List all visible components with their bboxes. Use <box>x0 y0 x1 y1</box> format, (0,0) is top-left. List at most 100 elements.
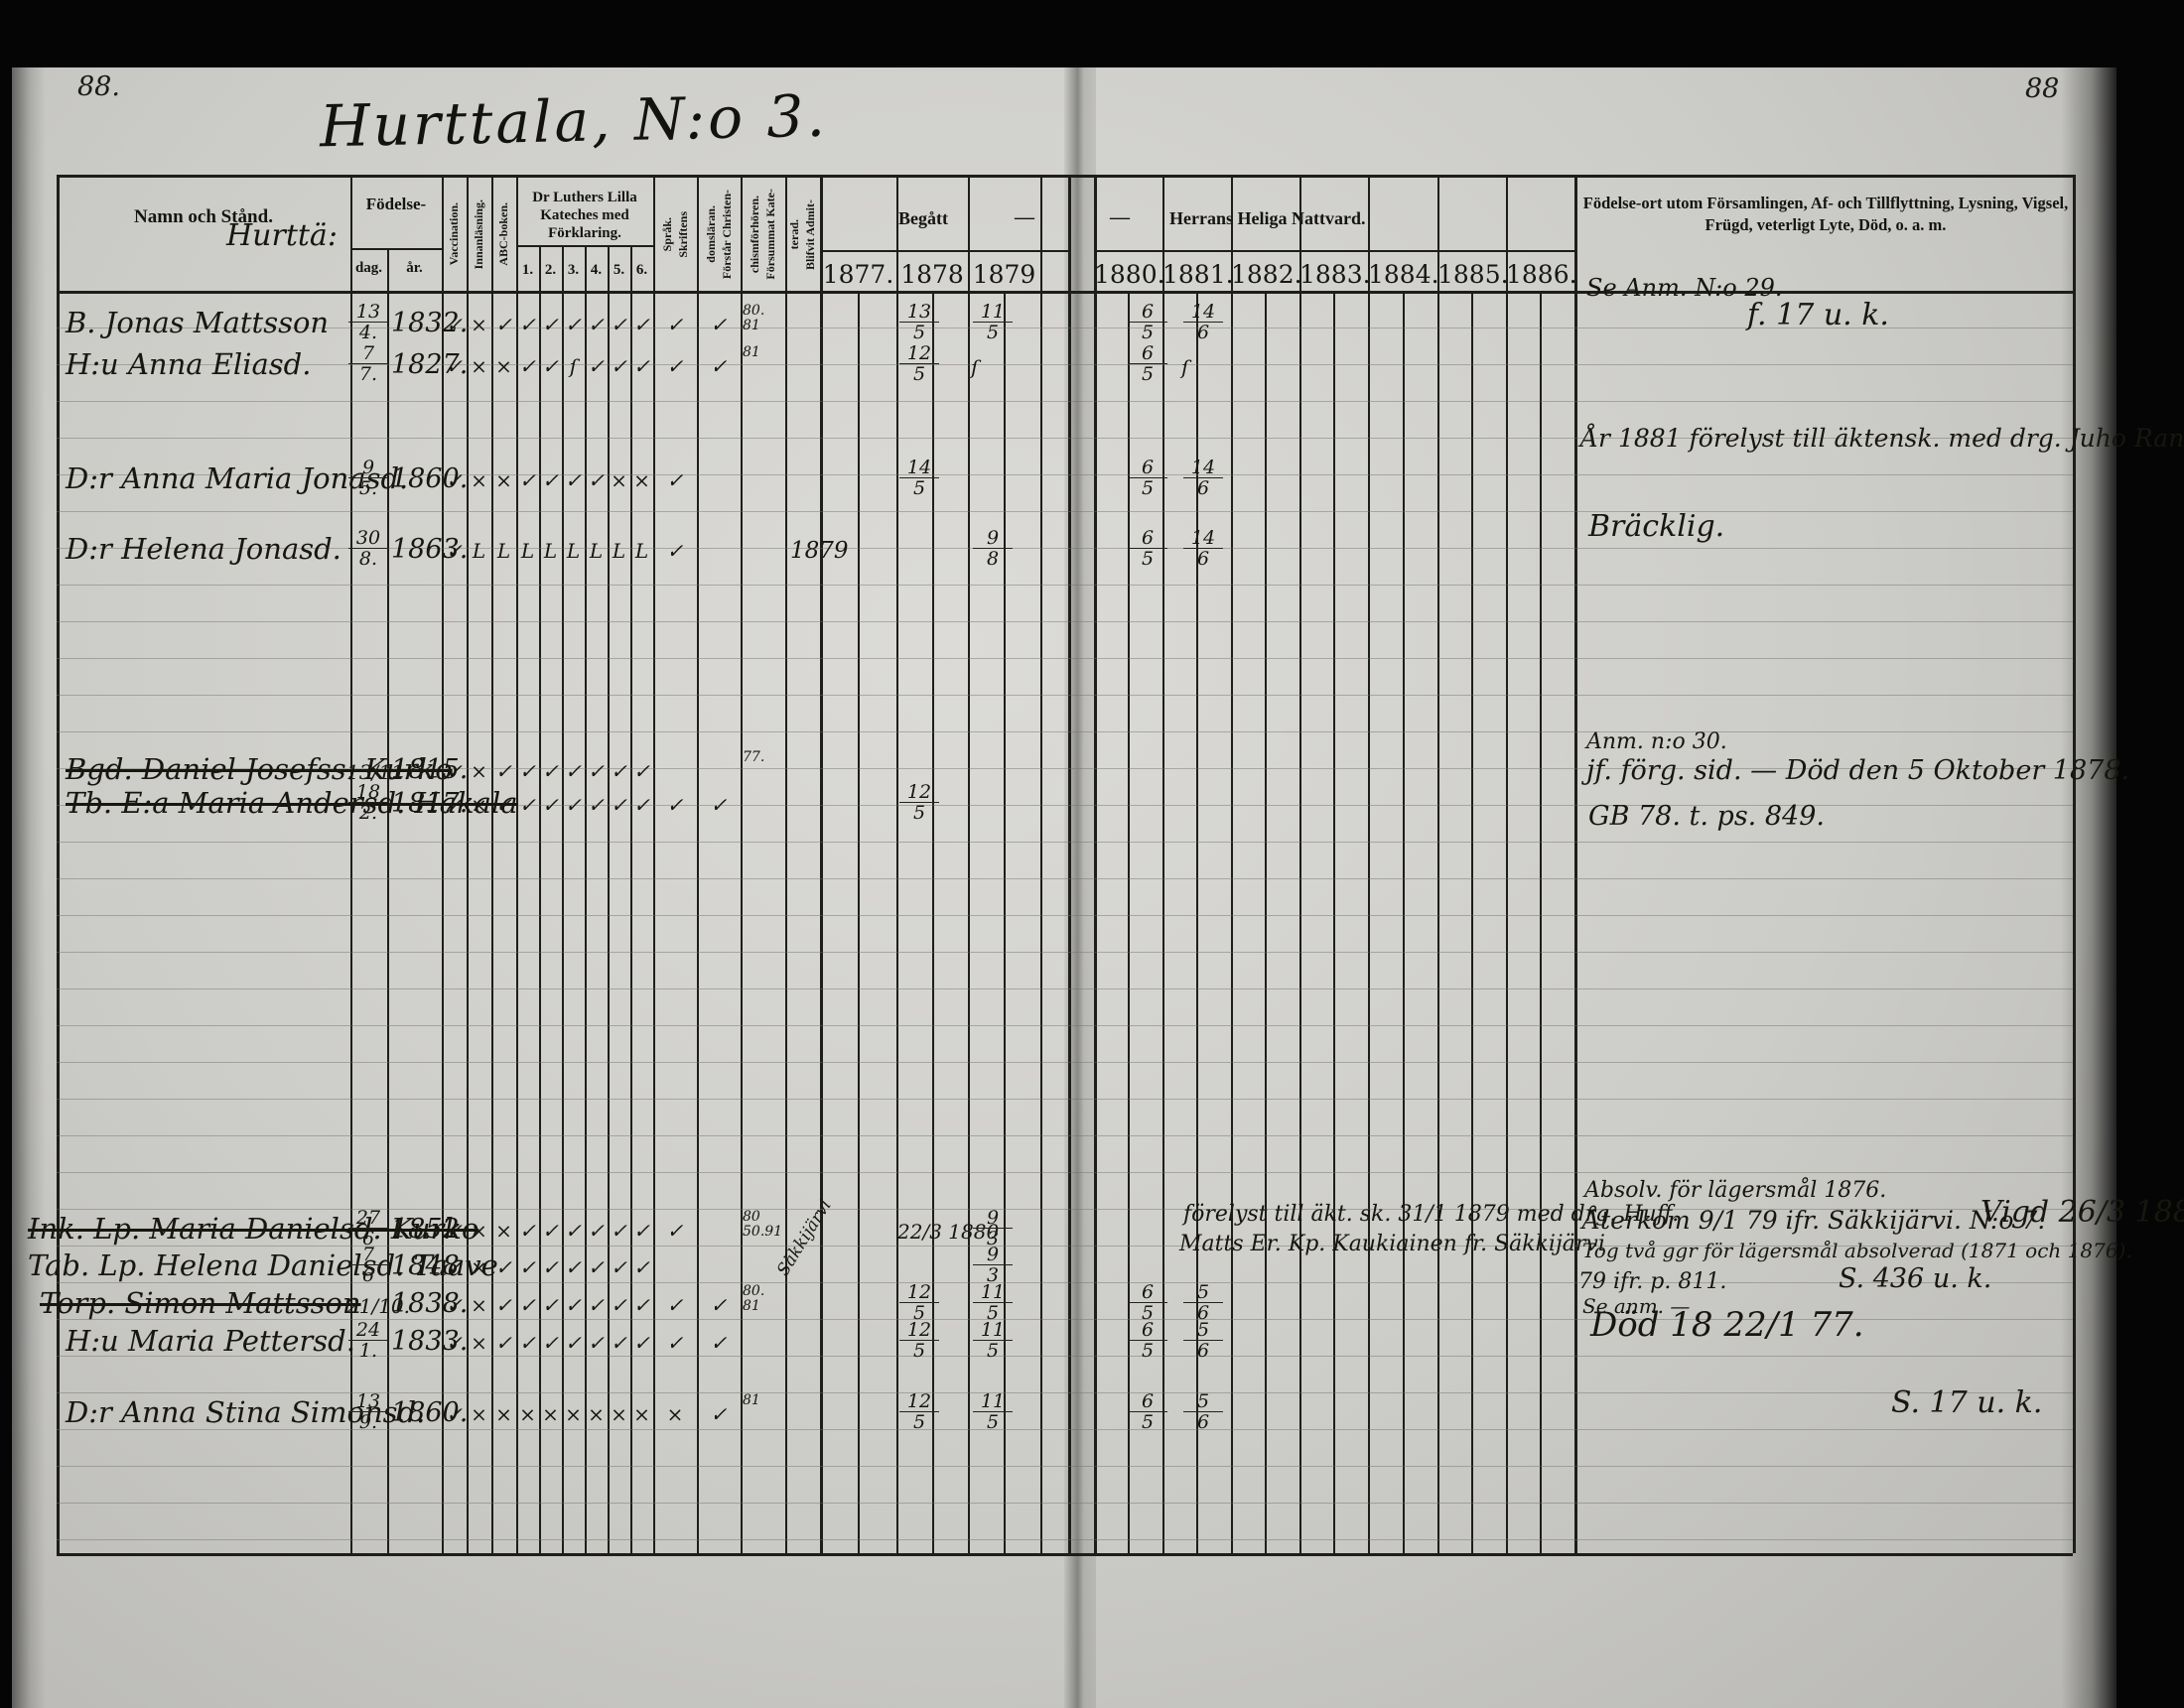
reading-mark: × <box>471 1331 487 1355</box>
reading-mark: ✓ <box>633 1293 650 1317</box>
col-header-innanlasning-label: Innanläsning. <box>472 198 485 270</box>
communion-entry-numerator: 14 <box>1183 458 1223 478</box>
birth-year: 1848 <box>391 1250 460 1281</box>
reading-mark: ✓ <box>519 759 536 783</box>
communion-entry: ſ <box>971 355 979 379</box>
table-hline <box>1094 250 1574 252</box>
katekes-col-3: 3. <box>567 262 580 278</box>
birth-year: 1815. <box>391 754 469 785</box>
communion-entry: 12 5 <box>899 782 939 824</box>
col-header-katekes: Dr Luthers Lilla Kateches med Förklaring… <box>516 189 653 242</box>
reading-mark: × <box>471 1219 487 1243</box>
reading-mark: ✓ <box>633 1219 650 1243</box>
communion-entry-numerator: 6 <box>1128 343 1167 364</box>
fodelseort-line1: Födelse-ort utom Församlingen, Af- och T… <box>1582 194 2069 212</box>
ruled-line <box>57 695 2073 696</box>
reading-mark: ✓ <box>519 468 536 492</box>
communion-entry-numerator: 6 <box>1128 458 1167 478</box>
communion-entry: 11 5 <box>973 1391 1013 1433</box>
communion-entry: 22/3 1880 <box>897 1220 1000 1244</box>
margin-note: f. 17 u. k. <box>1747 298 1889 332</box>
table-vline <box>2073 175 2076 1553</box>
forstar-line1: Förstår Christen- <box>719 189 734 280</box>
ruled-line <box>57 1503 2073 1504</box>
ruled-line <box>57 988 2073 989</box>
communion-entry-denominator: 5 <box>986 1411 1000 1433</box>
birth-day-numerator: 30 <box>348 528 388 549</box>
communion-entry-denominator: 5 <box>986 322 1000 343</box>
forstar-line2: domsläran. <box>703 205 718 263</box>
table-vline <box>1333 291 1335 1553</box>
birth-day-denominator: 6 <box>361 1228 375 1249</box>
ruled-line <box>57 1135 2073 1136</box>
communion-entry-numerator: 5 <box>1183 1320 1223 1341</box>
reading-mark: × <box>588 1402 605 1426</box>
year-1885: 1885. <box>1437 260 1509 289</box>
reading-mark: ✓ <box>666 1293 684 1317</box>
margin-note: Se Anm. N:o 29. <box>1586 274 1783 302</box>
communion-entry: 14 6 <box>1183 302 1223 343</box>
table-vline <box>442 175 444 1553</box>
ruled-line <box>57 1209 2073 1210</box>
reading-mark: L <box>634 539 649 563</box>
reading-mark: ✓ <box>710 354 728 378</box>
table-vline <box>741 175 743 1553</box>
communion-entry-denominator: 5 <box>1141 1302 1155 1324</box>
reading-mark: ✓ <box>519 1219 536 1243</box>
reading-mark: ✓ <box>588 1293 605 1317</box>
communion-entry: 12 5 <box>899 343 939 385</box>
reading-mark: ✓ <box>588 313 605 336</box>
birth-day-denominator: 1. <box>358 1340 378 1362</box>
reading-mark: ✓ <box>519 1331 536 1355</box>
col-header-dag: dag. <box>354 260 383 276</box>
reading-mark: × <box>471 1293 487 1317</box>
ruled-line <box>57 1392 2073 1393</box>
ruled-line <box>57 1319 2073 1320</box>
katekes-col-6: 6. <box>635 262 648 278</box>
table-hline <box>57 291 2073 294</box>
reading-mark: ✓ <box>633 313 650 336</box>
row-name: H:u Maria Pettersd. <box>66 1324 355 1358</box>
year-1883: 1883. <box>1299 260 1371 289</box>
table-vline <box>1403 291 1405 1553</box>
table-vline <box>57 175 60 1553</box>
communion-entry-numerator: 6 <box>1128 302 1167 323</box>
birth-day: 18 2. <box>348 782 388 824</box>
reading-mark: ✓ <box>588 468 605 492</box>
communion-entry-denominator: 5 <box>1141 548 1155 570</box>
communion-entry-numerator: 14 <box>899 458 939 478</box>
col-header-nattvard: Herrans Heliga Nattvard. <box>1169 208 1366 228</box>
blifvit-line1: Blifvit Admit- <box>803 198 817 270</box>
forsummat-entry: 80. 81 <box>743 1283 765 1314</box>
reading-mark: ✓ <box>710 1402 728 1426</box>
row-name: D:r Anna Stina Simonsd. <box>66 1395 426 1429</box>
col-header-skriftens-sprak: Språk. Skriftens <box>653 181 697 288</box>
ruled-line <box>57 1246 2073 1247</box>
row-name: B. Jonas Mattsson <box>66 306 330 339</box>
communion-entry-denominator: 5 <box>1141 1411 1155 1433</box>
communion-entry: ſ <box>1181 355 1189 379</box>
fodelseort-line2: Frügd, veterligt Lyte, Död, o. a. m. <box>1705 215 1947 234</box>
reading-mark: L <box>496 539 511 563</box>
reading-mark: ✓ <box>446 793 463 817</box>
birth-day-denominator: 4. <box>358 322 378 343</box>
birth-day-numerator: 7 <box>348 1245 388 1265</box>
col-header-abc-boken: ABC-boken. <box>491 181 516 288</box>
reading-mark: ✓ <box>611 1219 627 1243</box>
reading-mark: × <box>611 1402 627 1426</box>
reading-mark: ✓ <box>588 354 605 378</box>
communion-entry: 11 5 <box>973 302 1013 343</box>
communion-entry-denominator: 5 <box>912 1302 926 1324</box>
reading-mark: ✓ <box>611 313 627 336</box>
margin-note: Absolv. för lägersmål 1876. <box>1584 1178 1887 1203</box>
nattvard-dash: — <box>1110 206 1130 228</box>
birth-day: 13/11. <box>346 760 410 784</box>
communion-entry-denominator: 5 <box>912 322 926 343</box>
birth-day: 30 8. <box>348 528 388 570</box>
birth-day: 13 4. <box>348 302 388 343</box>
